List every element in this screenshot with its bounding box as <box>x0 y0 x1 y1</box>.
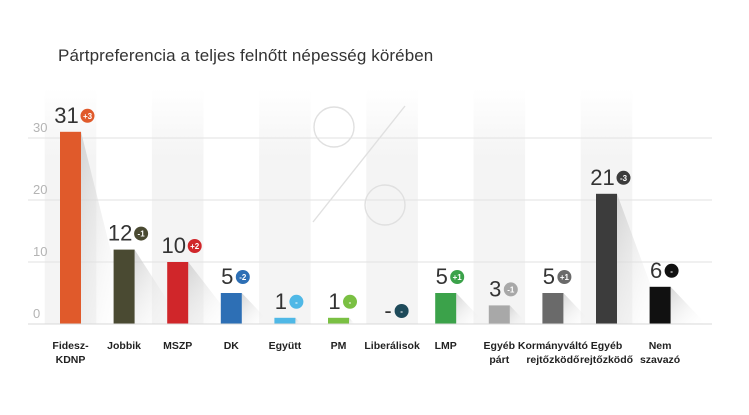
value-label: 10 <box>161 233 185 258</box>
percent-circle-bottom <box>364 184 406 226</box>
category-label: Egyéb <box>484 340 516 352</box>
change-badge <box>134 226 149 241</box>
bar <box>113 249 135 324</box>
percent-circle-top <box>313 106 355 148</box>
change-badge-text: - <box>400 307 403 316</box>
y-tick-label: 0 <box>33 306 40 321</box>
bar-shadow <box>670 286 706 324</box>
category-label: PM <box>331 340 347 352</box>
change-badge-text: - <box>670 267 673 276</box>
value-label: 5 <box>436 264 448 289</box>
bar <box>488 305 510 324</box>
change-badge-text: - <box>295 298 298 307</box>
bar <box>542 293 564 324</box>
category-label: rejtőzködő <box>580 354 633 366</box>
y-tick-label: 20 <box>33 182 47 197</box>
change-badge-text: -1 <box>138 230 146 239</box>
category-label: KDNP <box>56 354 86 366</box>
bar <box>60 131 81 324</box>
change-badge-text: +1 <box>453 273 463 282</box>
background-column <box>259 88 311 324</box>
value-label: 1 <box>275 289 287 314</box>
change-badge <box>343 294 357 309</box>
value-label: 21 <box>590 165 614 190</box>
category-label: szavazó <box>640 354 680 366</box>
change-badge <box>235 270 250 284</box>
change-badge-text: -1 <box>507 285 515 294</box>
value-label: 3 <box>489 276 501 301</box>
bar-shadow <box>509 305 528 324</box>
bar <box>167 262 189 324</box>
category-label: Jobbik <box>107 340 141 352</box>
background-column <box>473 88 526 324</box>
change-badge <box>394 304 409 318</box>
category-label: Nem <box>649 340 672 352</box>
bar <box>649 286 671 324</box>
category-label: párt <box>489 354 509 366</box>
value-label: 5 <box>543 264 555 289</box>
percent-slash <box>312 105 406 223</box>
y-tick-label: 10 <box>33 244 47 259</box>
change-badge <box>503 282 518 297</box>
bar <box>435 293 457 324</box>
background-column <box>366 88 418 324</box>
change-badge <box>187 239 202 253</box>
category-label: DK <box>224 340 240 352</box>
percent-watermark <box>312 105 406 226</box>
change-badge-text: +1 <box>560 273 570 282</box>
bar-shadow <box>563 293 593 324</box>
category-label: LMP <box>435 340 457 352</box>
value-label: 12 <box>108 221 132 246</box>
bar-shadow <box>295 317 302 324</box>
category-label: Együtt <box>269 340 302 352</box>
value-label: 6 <box>650 258 662 283</box>
bar <box>596 193 617 324</box>
bar <box>220 293 242 324</box>
change-badge <box>616 170 631 185</box>
bar-shadow <box>349 317 355 324</box>
change-badge-text: +3 <box>83 112 93 121</box>
category-label: MSZP <box>163 340 192 352</box>
change-badge <box>450 270 465 284</box>
bar <box>274 317 296 324</box>
value-label: 1 <box>328 289 340 314</box>
bar-shadow <box>241 293 272 324</box>
chart-title: Pártpreferencia a teljes felnőtt népessé… <box>58 46 434 65</box>
change-badge <box>664 263 679 278</box>
value-label: 31 <box>54 103 78 128</box>
change-badge <box>557 270 572 284</box>
change-badge <box>289 294 304 309</box>
category-label: Egyéb <box>591 340 623 352</box>
change-badge-text: - <box>349 298 352 307</box>
category-label: Fidesz- <box>52 340 89 352</box>
category-label: rejtőzködő <box>526 354 579 366</box>
category-label: Liberálisok <box>364 340 420 352</box>
category-label: Kormányváltó <box>518 340 588 352</box>
value-label: - <box>384 298 391 323</box>
bar <box>328 317 349 324</box>
y-tick-label: 30 <box>33 120 47 135</box>
value-label: 5 <box>221 264 233 289</box>
change-badge-text: +2 <box>190 242 200 251</box>
change-badge-text: -3 <box>620 174 628 183</box>
change-badge-text: -2 <box>239 273 247 282</box>
change-badge <box>80 108 95 123</box>
bar-shadow <box>134 249 183 324</box>
bar-shadow <box>456 293 486 324</box>
